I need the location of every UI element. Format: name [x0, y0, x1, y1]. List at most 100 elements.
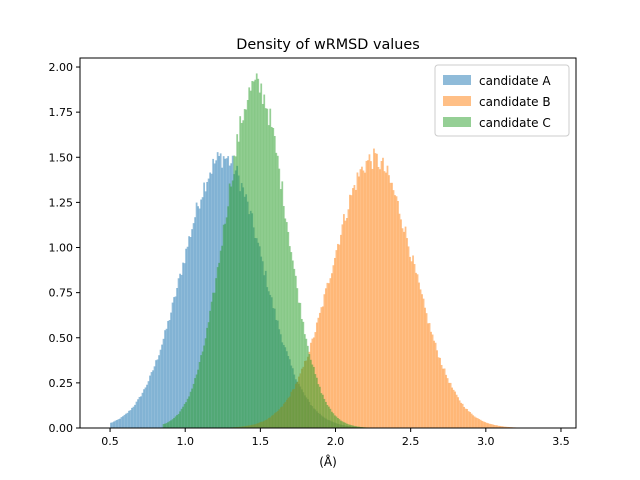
histogram-bar — [195, 374, 198, 428]
histogram-bar — [279, 189, 282, 428]
histogram-bar — [358, 176, 360, 428]
histogram-bar — [192, 383, 195, 428]
histogram-bar — [239, 116, 242, 429]
histogram-bar — [344, 422, 347, 428]
histogram-bar — [324, 288, 327, 428]
histogram-bar — [209, 310, 212, 428]
histogram-bar — [347, 209, 350, 428]
histogram-bar — [168, 421, 171, 428]
histogram-bar — [427, 323, 429, 428]
histogram-bar — [191, 229, 193, 428]
histogram-bar — [455, 394, 458, 428]
histogram-bar — [419, 289, 422, 428]
legend-swatch — [443, 75, 471, 85]
histogram-bar — [167, 422, 169, 428]
histogram-bar — [349, 424, 351, 428]
histogram-bar — [200, 199, 202, 428]
histogram-bar — [177, 278, 180, 428]
histogram-bar — [206, 327, 208, 428]
histogram-bar — [228, 183, 231, 428]
histogram-bar — [132, 406, 135, 428]
histogram-bar — [451, 387, 453, 428]
histogram-bar — [236, 134, 239, 428]
histogram-bar — [150, 372, 153, 428]
histogram-bar — [282, 206, 285, 428]
histogram-bar — [254, 79, 257, 428]
histogram-bar — [159, 349, 162, 428]
histogram-bar — [198, 361, 201, 428]
histogram-bar — [493, 424, 496, 428]
histogram-bar — [201, 197, 204, 428]
histogram-bar — [155, 360, 157, 428]
histogram-bar — [246, 100, 249, 428]
histogram-bar — [297, 302, 300, 428]
histogram-bar — [334, 257, 336, 428]
histogram-bar — [317, 384, 320, 428]
histogram-bar — [167, 321, 169, 428]
histogram-bar — [315, 322, 318, 428]
histogram-bar — [120, 417, 123, 428]
histogram-bar — [222, 224, 225, 428]
histogram-bar — [170, 420, 172, 428]
histogram-bar — [294, 275, 297, 428]
histogram-bar — [421, 294, 423, 428]
histogram-bar — [231, 180, 234, 428]
histogram-bar — [364, 172, 366, 428]
histogram-bar — [216, 267, 219, 428]
histogram-bar — [331, 411, 333, 428]
histogram-bar — [234, 156, 237, 428]
histogram-bar — [481, 420, 484, 428]
histogram-bar — [334, 415, 336, 428]
y-tick-label: 1.25 — [49, 196, 74, 209]
histogram-bar — [242, 120, 245, 429]
histogram-bar — [449, 382, 452, 428]
histogram-bar — [425, 313, 428, 428]
histogram-bar — [305, 338, 308, 428]
histogram-bar — [213, 292, 216, 428]
histogram-bar — [315, 377, 318, 428]
histogram-bar — [335, 416, 338, 428]
histogram-bar — [436, 350, 438, 428]
histogram-bar — [472, 415, 475, 428]
histogram-bar — [188, 396, 190, 428]
histogram-bar — [368, 154, 371, 428]
histogram-bar — [440, 364, 443, 428]
histogram-bar — [243, 109, 246, 428]
histogram-bar — [466, 409, 469, 428]
histogram-bar — [496, 425, 499, 428]
histogram-bar — [164, 423, 166, 428]
histogram-bar — [460, 402, 463, 428]
histogram-bar — [482, 421, 485, 428]
histogram-bar — [267, 125, 270, 429]
histogram-bar — [183, 263, 186, 428]
histogram-bar — [264, 108, 267, 428]
histogram-bar — [249, 90, 252, 429]
x-tick-label: 1.5 — [252, 435, 270, 448]
histogram-bar — [410, 261, 413, 428]
y-tick-label: 2.00 — [49, 61, 74, 74]
histogram-bar — [303, 334, 306, 428]
histogram-bar — [194, 378, 196, 428]
legend: candidate A candidate B candidate C — [434, 64, 570, 137]
histogram-bar — [183, 403, 186, 428]
histogram-bar — [281, 181, 284, 428]
histogram-bar — [448, 382, 450, 428]
histogram-bar — [156, 359, 159, 428]
histogram-bar — [218, 262, 221, 428]
histogram-bar — [143, 389, 145, 428]
histogram-bar — [210, 173, 213, 428]
histogram-bar — [186, 398, 189, 428]
histogram-bar — [128, 410, 130, 428]
histogram-bar — [329, 408, 332, 428]
histogram-bar — [200, 355, 202, 428]
histogram-bar — [418, 282, 420, 428]
histogram-bar — [324, 401, 327, 428]
histogram-bar — [318, 312, 321, 428]
histogram-bar — [284, 218, 287, 428]
x-tick-label: 3.5 — [552, 435, 570, 448]
histogram-bar — [308, 354, 311, 428]
histogram-bar — [487, 423, 490, 428]
histogram-bar — [379, 169, 381, 428]
histogram-bar — [406, 238, 408, 428]
histogram-bar — [191, 388, 193, 428]
